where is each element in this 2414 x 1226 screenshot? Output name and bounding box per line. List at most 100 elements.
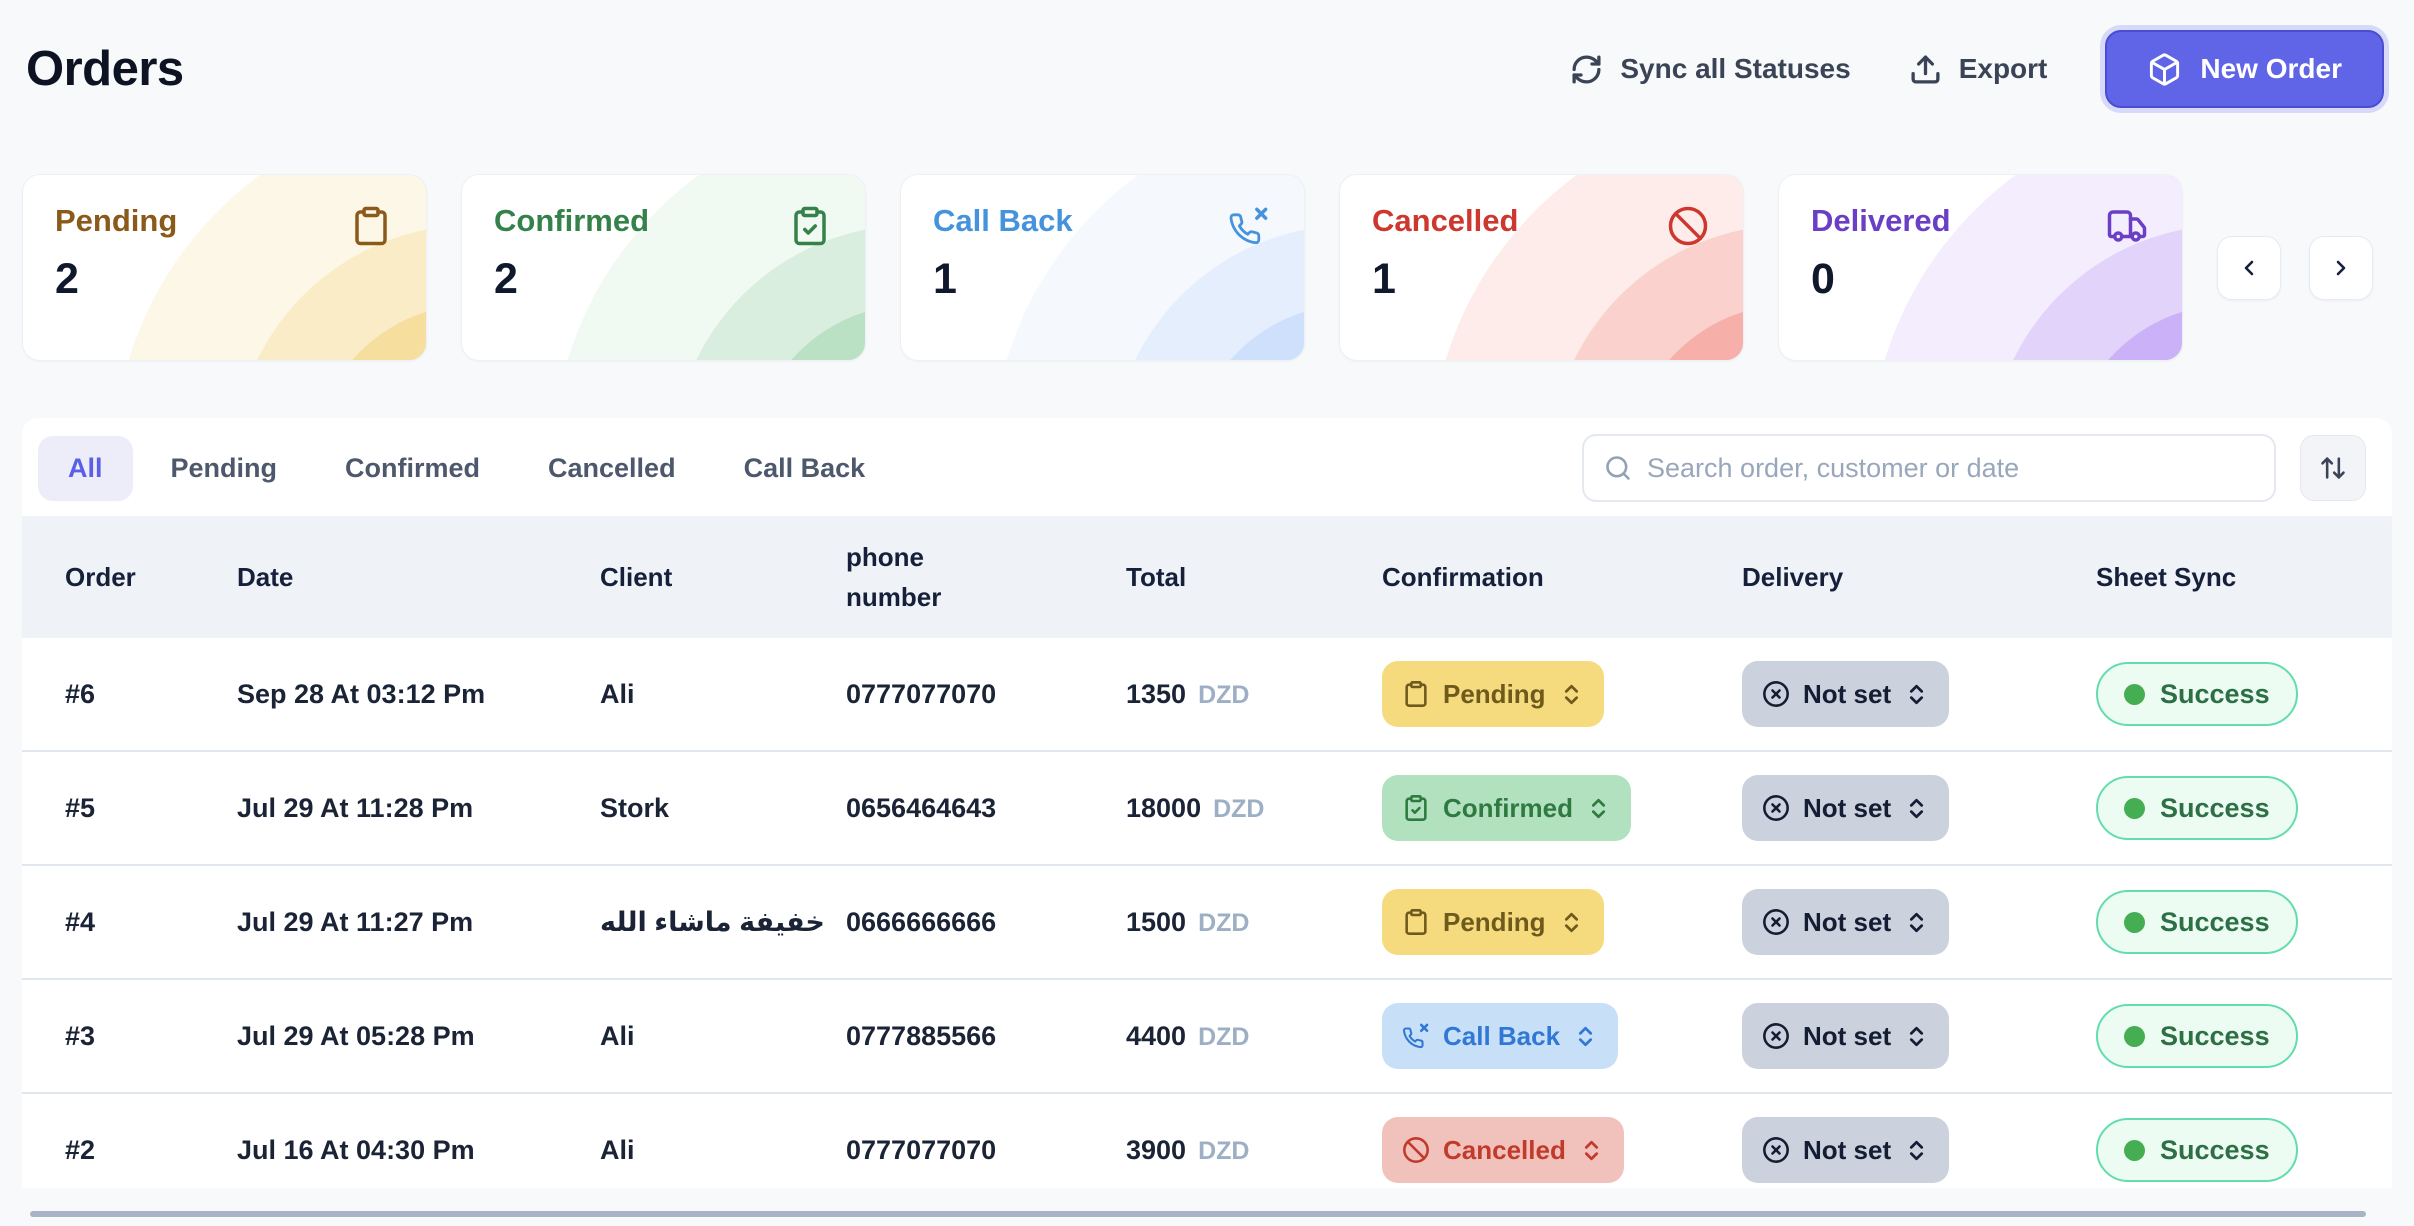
order-total: 1500 [1126,906,1187,937]
status-card-pending: Pending 2 [22,174,427,361]
circle-x-icon [1763,795,1789,821]
confirmation-status-label: Pending [1443,906,1546,937]
sheet-sync-label: Success [2160,1134,2270,1165]
order-id: #3 [65,1020,96,1051]
column-header-phone: phone number [846,541,942,612]
table-row[interactable]: #3 Jul 29 At 05:28 Pm Ali 0777885566 440… [22,980,2392,1094]
search-icon [1606,456,1630,480]
confirmation-status-dropdown[interactable]: Confirmed [1382,775,1631,841]
currency-label: DZD [1198,1022,1250,1051]
upload-icon [1911,54,1940,84]
clipboard-icon [1405,909,1427,935]
sort-button[interactable] [2300,435,2366,501]
page-header: Orders Sync all Statuses Export New Orde… [22,0,2392,108]
order-total: 3900 [1126,1134,1187,1165]
sheet-sync-status-badge: Success [2096,662,2298,726]
ban-icon [1403,1137,1429,1163]
delivery-status-label: Not set [1803,1134,1892,1165]
delivery-status-label: Not set [1803,906,1892,937]
order-date: Jul 29 At 05:28 Pm [237,1020,475,1051]
clipboard-check-icon [794,206,826,246]
new-order-button[interactable]: New Order [2105,30,2384,108]
filter-tabs: All Pending Confirmed Cancelled Call Bac… [38,435,896,501]
column-header-client: Client [600,561,673,592]
cards-prev-button[interactable] [2217,235,2281,300]
delivery-status-dropdown[interactable]: Not set [1742,889,1950,955]
status-card-label: Cancelled [1372,203,1519,238]
confirmation-status-dropdown[interactable]: Call Back [1382,1003,1619,1069]
order-date: Jul 29 At 11:27 Pm [237,906,474,937]
confirmation-status-dropdown[interactable]: Cancelled [1382,1117,1624,1183]
order-id: #5 [65,792,96,823]
toolbar-right [1582,434,2366,502]
table-row[interactable]: #2 Jul 16 At 04:30 Pm Ali 0777077070 390… [22,1094,2392,1188]
order-id: #6 [65,678,96,709]
confirmation-status-label: Cancelled [1443,1134,1566,1165]
currency-label: DZD [1213,794,1265,823]
tab-call-back[interactable]: Call Back [714,436,896,501]
table-row[interactable]: #4 Jul 29 At 11:27 Pm خفيفة ماشاء الله 0… [22,866,2392,980]
status-card-count: 0 [1811,255,1835,303]
chevrons-up-down-icon [1910,1026,1924,1046]
phone-number: 0777077070 [846,678,997,709]
client-name: Ali [600,1134,635,1165]
delivery-status-dropdown[interactable]: Not set [1742,661,1950,727]
table-row[interactable]: #5 Jul 29 At 11:28 Pm Stork 0656464643 1… [22,752,2392,866]
delivery-status-dropdown[interactable]: Not set [1742,1003,1950,1069]
chevrons-up-down-icon [1584,1140,1598,1160]
export-button[interactable]: Export [1909,53,2047,86]
sheet-sync-status-badge: Success [2096,1118,2298,1182]
tab-all[interactable]: All [38,435,133,501]
tab-pending[interactable]: Pending [141,436,308,501]
order-date: Jul 16 At 04:30 Pm [237,1134,475,1165]
currency-label: DZD [1198,908,1250,937]
search-box [1582,434,2276,502]
order-id: #4 [65,906,96,937]
tab-confirmed[interactable]: Confirmed [315,436,510,501]
search-input[interactable] [1647,452,2254,484]
truck-icon [2107,210,2147,242]
currency-label: DZD [1198,1136,1250,1165]
confirmation-status-dropdown[interactable]: Pending [1382,889,1604,955]
circle-x-icon [1763,681,1789,707]
chevrons-up-down-icon [1910,1140,1924,1160]
delivery-status-label: Not set [1803,792,1892,823]
sheet-sync-status-badge: Success [2096,776,2298,840]
tab-cancelled[interactable]: Cancelled [518,436,706,501]
order-total: 4400 [1126,1020,1187,1051]
status-card-count: 1 [1372,255,1396,303]
delivery-status-dropdown[interactable]: Not set [1742,775,1950,841]
orders-toolbar: All Pending Confirmed Cancelled Call Bac… [22,418,2392,516]
status-card-count: 2 [494,255,518,303]
confirmation-status-dropdown[interactable]: Pending [1382,661,1604,727]
chevron-left-icon [2244,260,2254,275]
cards-next-button[interactable] [2309,235,2373,300]
status-card-label: Confirmed [494,203,649,238]
delivery-status-dropdown[interactable]: Not set [1742,1117,1950,1183]
confirmation-status-label: Call Back [1443,1020,1561,1051]
phone-number: 0777885566 [846,1020,997,1051]
sheet-sync-label: Success [2160,1020,2270,1051]
circle-x-icon [1763,909,1789,935]
success-dot-icon [2124,1025,2145,1047]
confirmation-status-label: Pending [1443,678,1546,709]
chevrons-up-down-icon [1579,1026,1593,1046]
clipboard-icon [1405,681,1427,707]
delivery-status-label: Not set [1803,678,1892,709]
success-dot-icon [2124,911,2145,933]
order-id: #2 [65,1134,96,1165]
circle-x-icon [1763,1137,1789,1163]
sync-all-statuses-button[interactable]: Sync all Statuses [1570,53,1851,86]
new-order-label: New Order [2200,53,2342,84]
sheet-sync-label: Success [2160,792,2270,823]
table-row[interactable]: #6 Sep 28 At 03:12 Pm Ali 0777077070 135… [22,638,2392,752]
horizontal-scrollbar[interactable] [30,1211,2366,1217]
success-dot-icon [2124,797,2145,819]
clipboard-icon [355,206,387,246]
order-date: Jul 29 At 11:28 Pm [237,792,474,823]
confirmation-status-label: Confirmed [1443,792,1573,823]
status-card-label: Call Back [933,203,1073,238]
header-actions: Sync all Statuses Export New Order [1570,30,2384,108]
status-card-count: 2 [55,255,79,303]
